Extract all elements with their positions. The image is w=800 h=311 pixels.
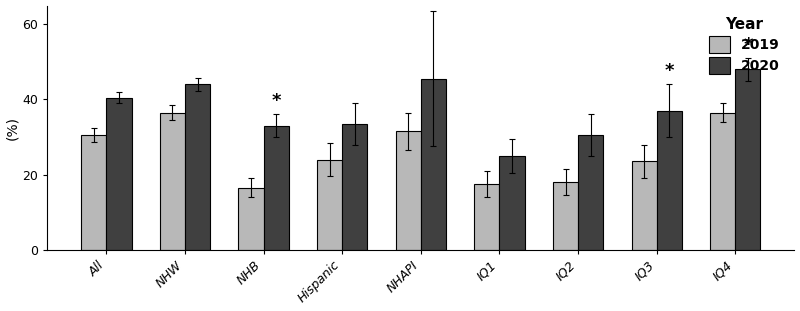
Bar (474, 184, 499, 250)
Text: *: * (743, 36, 753, 53)
Bar (317, 160, 342, 250)
Bar (421, 79, 446, 250)
Bar (185, 84, 210, 250)
Bar (238, 188, 263, 250)
Text: *: * (271, 92, 281, 110)
Bar (396, 131, 421, 250)
Bar (657, 111, 682, 250)
Y-axis label: (%): (%) (6, 116, 19, 140)
Bar (342, 124, 367, 250)
Bar (735, 69, 761, 250)
Bar (710, 113, 735, 250)
Bar (631, 161, 657, 250)
Text: *: * (665, 62, 674, 80)
Bar (106, 98, 131, 250)
Bar (263, 126, 289, 250)
Bar (499, 156, 525, 250)
Legend: 2019, 2020: 2019, 2020 (705, 12, 784, 78)
Bar (160, 113, 185, 250)
Bar (553, 182, 578, 250)
Bar (578, 135, 603, 250)
Bar (82, 135, 106, 250)
